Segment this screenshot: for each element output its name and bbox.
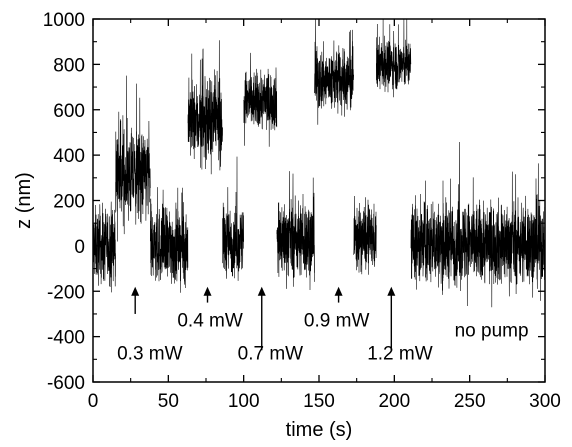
- y-tick-label-600: 600: [53, 101, 85, 122]
- y-tick-label-1000: 1000: [43, 10, 85, 31]
- trace-segment-4: [222, 156, 244, 281]
- y-tick-label-0: 0: [74, 237, 85, 258]
- annotation-label-5: no pump: [455, 321, 529, 342]
- y-tick-label--400: -400: [47, 328, 85, 349]
- tick-group: 0 50 100 150 200 250 300 -600 -400 -200 0 200 400 600…: [43, 10, 561, 412]
- x-tick-label-250: 250: [454, 391, 486, 412]
- trace-segment-9: [376, 18, 412, 98]
- annotation-arrowhead-2: [257, 286, 266, 296]
- trace-segment-2: [150, 187, 189, 293]
- x-tick-label-50: 50: [158, 391, 179, 412]
- annotation-label-4: 1.2 mW: [367, 343, 433, 364]
- annotation-arrowhead-0: [131, 286, 140, 296]
- trace-segment-10: [410, 141, 546, 308]
- annotation-label-0: 0.3 mW: [117, 343, 183, 364]
- trace-segment-5: [243, 52, 278, 147]
- y-tick-label-200: 200: [53, 192, 85, 213]
- x-tick-label-150: 150: [303, 391, 335, 412]
- trace-group: [92, 18, 546, 308]
- y-tick-label--600: -600: [47, 373, 85, 394]
- annotation-label-3: 0.9 mW: [304, 310, 370, 331]
- trace-segment-3: [187, 40, 223, 175]
- annotation-arrowhead-4: [387, 286, 396, 296]
- x-tick-label-200: 200: [378, 391, 410, 412]
- trace-segment-6: [276, 171, 315, 291]
- annotation-label-1: 0.4 mW: [177, 310, 243, 331]
- x-tick-label-300: 300: [529, 391, 561, 412]
- y-tick-label-800: 800: [53, 55, 85, 76]
- annotation-label-2: 0.7 mW: [238, 343, 304, 364]
- y-tick-label-400: 400: [53, 146, 85, 167]
- annotation-arrowhead-1: [203, 286, 212, 296]
- y-tick-label--200: -200: [47, 282, 85, 303]
- trace-segment-0: [92, 201, 116, 293]
- x-tick-label-100: 100: [228, 391, 260, 412]
- trace-segment-1: [115, 75, 151, 242]
- annotation-arrowhead-3: [334, 286, 343, 296]
- x-axis-label: time (s): [286, 419, 353, 441]
- trace-segment-8: [353, 195, 377, 275]
- y-axis-label: z (nm): [13, 172, 35, 229]
- x-tick-label-0: 0: [88, 391, 99, 412]
- trace-segment-7: [314, 18, 354, 125]
- annotation-group: 0.3 mW 0.4 mW 0.7 mW0.9 mW 1.2 mW no pump: [117, 286, 529, 364]
